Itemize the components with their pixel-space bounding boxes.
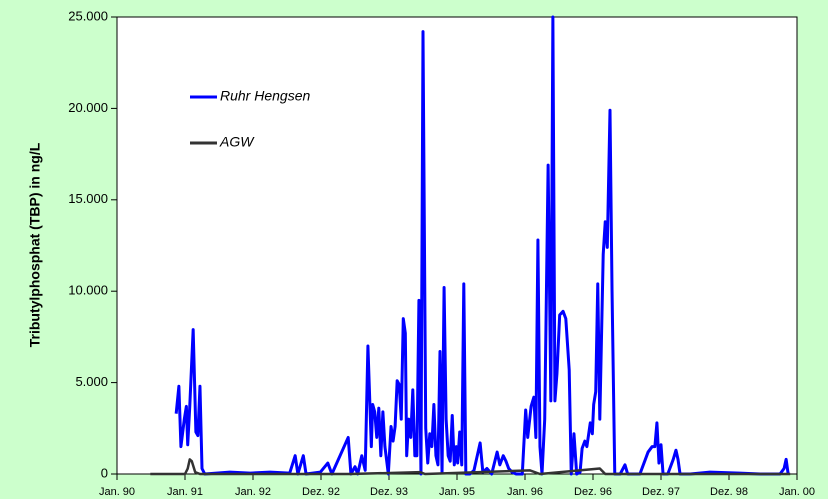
legend-label: AGW [219, 134, 255, 150]
legend-label: Ruhr Hengsen [220, 88, 310, 104]
y-tick-label: 20.000 [68, 100, 108, 115]
x-tick-label: Jan. 91 [167, 486, 203, 498]
x-tick-label: Dez. 97 [642, 486, 680, 498]
y-tick-label: 25.000 [68, 8, 108, 23]
y-tick-label: 10.000 [68, 283, 108, 298]
plot-area [116, 16, 798, 475]
y-tick-label: 0 [101, 465, 108, 480]
series-line [150, 458, 791, 476]
x-tick-label: Dez. 98 [710, 486, 748, 498]
y-axis-label: Tributylphosphat (TBP) in ng/L [27, 142, 43, 347]
x-tick-label: Dez. 93 [370, 486, 408, 498]
x-tick-label: Jan. 96 [507, 486, 543, 498]
x-tick-label: Jan. 00 [779, 486, 815, 498]
x-tick-label: Jan. 90 [99, 486, 135, 498]
x-tick-label: Dez. 92 [302, 486, 340, 498]
series-line [174, 15, 790, 476]
x-tick-label: Jan. 95 [439, 486, 475, 498]
y-tick-label: 5.000 [75, 374, 108, 389]
x-tick-label: Dez. 96 [574, 486, 612, 498]
x-tick-label: Jan. 92 [235, 486, 271, 498]
y-tick-label: 15.000 [68, 191, 108, 206]
